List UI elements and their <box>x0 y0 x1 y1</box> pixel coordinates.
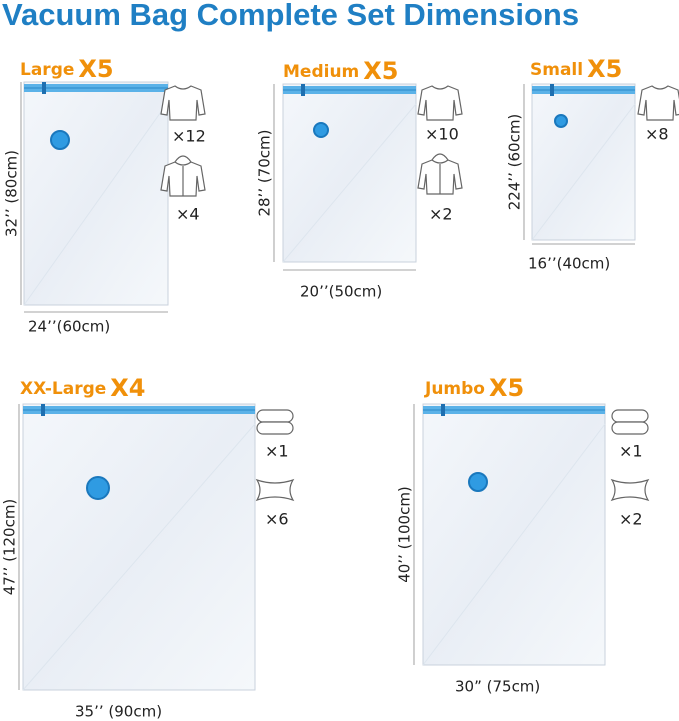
bag-name: XX-Large <box>20 379 106 399</box>
icon-shape <box>255 478 295 502</box>
bag-name: Medium <box>283 62 359 82</box>
icon-shape <box>610 478 650 502</box>
bag-count: X5 <box>587 55 622 83</box>
valve <box>554 114 568 128</box>
bag-height: 28’’ (70cm) <box>256 129 274 216</box>
bag <box>422 403 606 666</box>
icon-shape <box>431 153 449 161</box>
icon-jacket <box>160 155 206 197</box>
slider <box>42 82 46 94</box>
icon-jacket <box>417 153 463 195</box>
icon-sweater <box>637 85 679 121</box>
icon-quilt <box>256 409 294 435</box>
slider <box>41 404 45 416</box>
bag-height: 40’’ (100cm) <box>396 486 414 583</box>
item-count: ×1 <box>265 442 289 461</box>
bag-width: 16’’(40cm) <box>528 255 610 273</box>
item-count: ×12 <box>172 127 206 146</box>
icon-shape <box>611 421 649 435</box>
slider <box>550 84 554 96</box>
bag-count: X5 <box>489 374 524 402</box>
slider <box>441 404 445 416</box>
icon-sweater <box>417 85 463 121</box>
icon-shape <box>611 409 649 423</box>
item-count: ×10 <box>425 125 459 144</box>
valve <box>86 476 110 500</box>
bag <box>22 403 256 691</box>
bag-height: 224’’ (60cm) <box>506 114 524 211</box>
bag-name: Large <box>20 60 74 80</box>
item-count: ×2 <box>429 205 453 224</box>
bag-fold <box>422 423 606 666</box>
item-count: ×8 <box>645 125 669 144</box>
icon-shape <box>174 155 192 163</box>
item-count: ×1 <box>619 442 643 461</box>
bag-fold <box>22 423 256 691</box>
bag <box>531 83 636 241</box>
valve <box>313 122 329 138</box>
bag-name: Jumbo <box>424 379 485 399</box>
title: Vacuum Bag Complete Set Dimensions <box>2 0 579 32</box>
bag-width: 35’’ (90cm) <box>75 703 162 721</box>
bag-count: X4 <box>110 374 145 402</box>
bag-width: 24’’(60cm) <box>28 318 110 336</box>
bag <box>23 81 169 306</box>
bag-width: 30” (75cm) <box>455 678 540 696</box>
icon-quilt <box>611 409 649 435</box>
bag-name: Small <box>530 60 583 80</box>
bag-width: 20’’(50cm) <box>300 283 382 301</box>
bag-fold <box>282 103 417 263</box>
bag-count: X5 <box>363 57 398 85</box>
bag-fold <box>531 103 636 241</box>
bag-fold <box>23 101 169 306</box>
item-count: ×2 <box>619 510 643 529</box>
icon-shape <box>256 421 294 435</box>
bag-height: 32’’ (80cm) <box>3 150 21 237</box>
icon-pillow <box>610 478 650 502</box>
bag-height: 47’’ (120cm) <box>1 499 19 596</box>
icon-shape <box>637 85 679 121</box>
bag-count: X5 <box>78 55 113 83</box>
icon-shape <box>256 409 294 423</box>
valve <box>50 130 70 150</box>
icon-shape <box>417 85 463 121</box>
icon-shape <box>160 85 206 121</box>
bag <box>282 83 417 263</box>
item-count: ×4 <box>176 205 200 224</box>
slider <box>301 84 305 96</box>
icon-pillow <box>255 478 295 502</box>
icon-sweater <box>160 85 206 121</box>
item-count: ×6 <box>265 510 289 529</box>
valve <box>468 472 488 492</box>
